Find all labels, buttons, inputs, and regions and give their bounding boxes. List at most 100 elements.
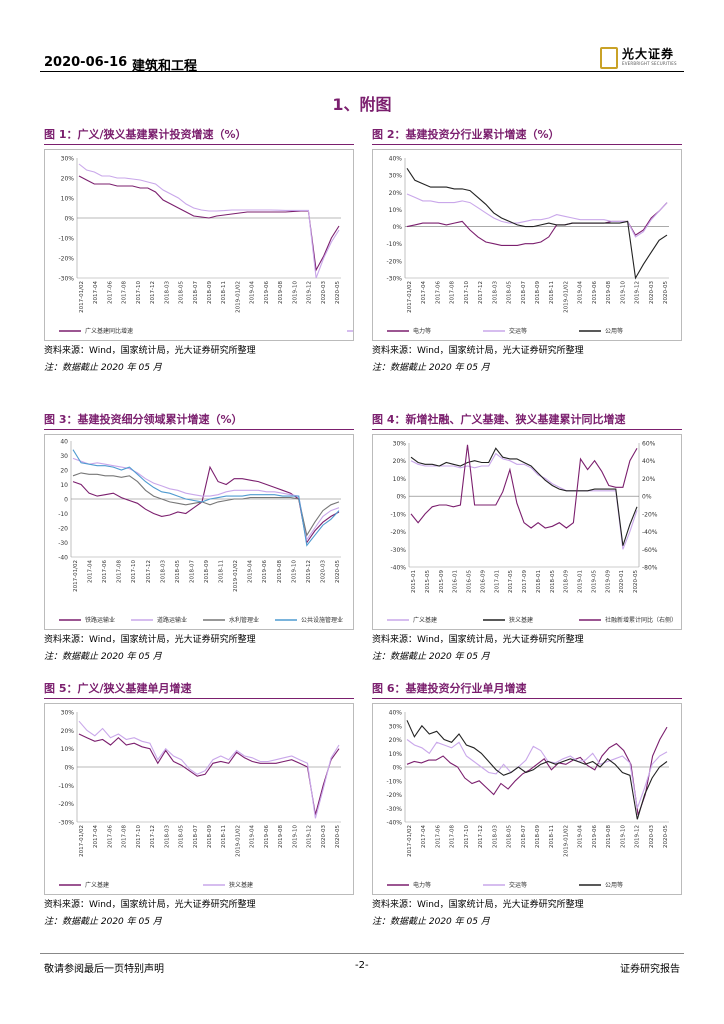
x-tick-label: 2020-05 [335,281,341,304]
x-tick-label: 2018-05 [507,281,513,304]
y2-tick-label: 0% [642,494,652,501]
chart-frame: 40% 30% 20% 10% 0% -10% -20% -30% 2017-01/02 2017… [372,149,682,341]
x-tick-label: 2019-12 [635,825,641,848]
chart-frame: 40 30 20 10 0 -10 -20 -30 -40 2017-01/02 2017-04 20… [44,434,354,630]
y-tick-label: -20% [390,529,406,536]
x-tick-label: 2015-09 [439,570,445,593]
x-tick-label: 2018-01 [536,570,542,593]
x-tick-label: 2019-04 [578,825,584,848]
figure-5: 图 5：广义/狭义基建单月增速 30% 20% 10% 0% -10% -20% -30% 2… [44,680,354,929]
y2-tick-label: 20% [642,476,656,483]
y-tick-label: -20% [386,792,402,799]
x-tick-label: 2020-03 [649,825,655,848]
y2-tick-label: 40% [642,458,656,465]
x-tick-label: 2019-10 [620,825,626,848]
x-tick-label: 2016-09 [480,570,486,593]
x-tick-label: 2019-04 [250,281,256,304]
figure-note: 注：数据截止 2020 年 05 月 [372,652,490,662]
x-tick-label: 2019-01/02 [235,281,241,313]
x-tick-label: 2020-05 [663,825,669,848]
legend-label: 公用等 [605,881,623,889]
page-number: -2- [355,960,369,971]
series-line [406,720,668,820]
series-line [78,163,340,279]
x-tick-label: 2019-12 [307,825,313,848]
x-tick-label: 2018-03 [164,825,170,848]
figure-note: 注：数据截止 2020 年 05 月 [44,652,162,662]
series-line [72,465,340,544]
y-tick-label: 30 [60,453,68,460]
y-tick-label: -10 [58,511,68,518]
x-tick-label: 2018-09 [564,570,570,593]
x-tick-label: 2019-01/02 [235,825,241,857]
x-tick-label: 2018-05 [507,825,513,848]
header-divider [40,71,684,72]
x-tick-label: 2020-03 [649,281,655,304]
x-tick-label: 2020-01 [619,570,625,593]
x-tick-label: 2017-06 [435,281,441,304]
x-tick-label: 2018-09 [207,825,213,848]
x-tick-label: 2017-04 [88,560,94,583]
x-tick-label: 2020-03 [321,825,327,848]
y-tick-label: -10% [58,783,74,790]
y-tick-label: -30% [390,547,406,554]
y-tick-label: 20 [60,468,68,475]
figure-note: 注：数据截止 2020 年 05 月 [44,363,162,373]
y-tick-label: -10% [58,236,74,243]
legend-label: 电力等 [413,881,431,889]
y-tick-label: -10% [390,511,406,518]
legend-label: 铁路运输业 [85,616,115,624]
figure-title: 图 5：广义/狭义基建单月增速 [44,680,354,699]
x-tick-label: 2018-09 [535,281,541,304]
x-tick-label: 2019-10 [292,825,298,848]
y-tick-label: -20% [58,801,74,808]
x-tick-label: 2017-01/02 [407,281,413,313]
y-tick-label: 40 [60,439,68,446]
y-tick-label: 30% [61,710,75,717]
series-line [72,457,340,542]
x-tick-label: 2020-05 [335,560,341,583]
y-tick-label: 0% [64,765,74,772]
y-tick-label: 10% [61,746,75,753]
x-tick-label: 2017-05 [508,570,514,593]
y2-tick-label: 60% [642,441,656,448]
x-tick-label: 2017-12 [150,281,156,304]
y-tick-label: -20% [386,258,402,265]
y-tick-label: 10% [61,196,75,203]
series-line [406,193,668,238]
legend-label: 公共设施管理业 [301,616,343,624]
x-tick-label: 2019-08 [606,825,612,848]
series-line [406,739,668,809]
y-tick-label: -40 [58,555,68,562]
series-line [406,726,668,816]
x-tick-label: 2019-04 [578,281,584,304]
x-tick-label: 2017-10 [464,281,470,304]
x-tick-label: 2017-08 [450,281,456,304]
y-tick-label: 0% [64,216,74,223]
x-tick-label: 2017-06 [107,281,113,304]
x-tick-label: 2019-08 [278,825,284,848]
x-tick-label: 2017-12 [146,560,152,583]
legend-label: 交运等 [509,881,527,889]
y-tick-label: 10% [389,207,403,214]
x-tick-label: 2017-09 [522,570,528,593]
x-tick-label: 2020-05 [335,825,341,848]
chart-frame: 30% 20% 10% 0% -10% -20% -30% -40% 60% 40% 20% 0% -2… [372,434,682,630]
x-tick-label: 2017-04 [421,281,427,304]
x-tick-label: 2019-12 [306,560,312,583]
x-tick-label: 2018-11 [221,281,227,304]
chart-frame: 40% 30% 20% 10% 0% -10% -20% -30% -40% 2017-01/02… [372,703,682,895]
report-date: 2020-06-16 [44,55,128,70]
x-tick-label: 2019-08 [278,281,284,304]
figure-6: 图 6：基建投资分行业单月增速 40% 30% 20% 10% 0% -10% -20% -3… [372,680,682,929]
x-tick-label: 2017-04 [93,281,99,304]
logo-mark-icon [600,47,618,69]
y-tick-label: -30% [386,276,402,283]
x-tick-label: 2018-09 [207,281,213,304]
figure-source: 资料来源：Wind，国家统计局，光大证券研究所整理 [44,900,256,910]
chart-fig2: 40% 30% 20% 10% 0% -10% -20% -30% 2017-01/02 2017… [386,156,669,335]
x-tick-label: 2019-04 [248,560,254,583]
footer-doc-type: 证券研究报告 [620,964,680,975]
figure-2: 图 2：基建投资分行业累计增速（%） 40% 30% 20% 10% 0% -10% -20… [372,126,682,375]
figure-title: 图 3：基建投资细分领域累计增速（%） [44,411,354,430]
